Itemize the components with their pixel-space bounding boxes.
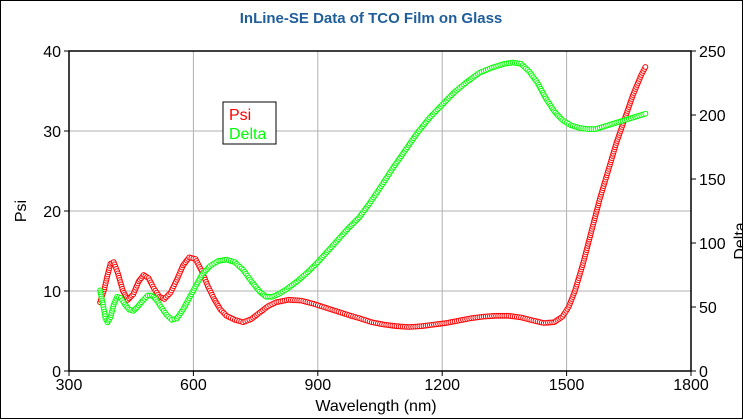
x-axis-ticks: 300 600 900 1200 1500 1800 (56, 371, 709, 394)
right-y-tick-label: 50 (699, 300, 717, 317)
series-psi (97, 64, 649, 330)
legend: Psi Delta (222, 101, 277, 145)
x-tick-label: 1500 (549, 377, 585, 394)
left-y-tick-label: 0 (52, 364, 61, 381)
x-tick-label: 1800 (673, 377, 709, 394)
x-tick-label: 1200 (424, 377, 460, 394)
right-y-tick-label: 150 (699, 172, 726, 189)
chart-title: InLine-SE Data of TCO Film on Glass (240, 10, 503, 27)
left-y-axis-ticks: 0 10 20 30 40 (43, 44, 69, 381)
x-tick-label: 900 (304, 377, 331, 394)
data-point (642, 110, 649, 117)
left-y-tick-label: 10 (43, 284, 61, 301)
left-y-tick-label: 40 (43, 44, 61, 61)
left-y-tick-label: 20 (43, 204, 61, 221)
x-axis-label: Wavelength (nm) (315, 398, 436, 415)
right-y-axis-label: Delta (732, 222, 742, 259)
right-y-tick-label: 250 (699, 44, 726, 61)
right-y-axis-ticks: 0 50 100 150 200 250 (691, 44, 726, 381)
data-point (642, 64, 649, 70)
series-layer (97, 59, 649, 330)
right-y-tick-label: 200 (699, 108, 726, 125)
right-y-tick-label: 0 (699, 364, 708, 381)
legend-box (222, 101, 277, 145)
x-tick-label: 600 (180, 377, 207, 394)
legend-entry-delta: Delta (229, 126, 266, 143)
left-y-axis-label: Psi (13, 200, 30, 222)
left-y-tick-label: 30 (43, 124, 61, 141)
right-y-tick-label: 100 (699, 236, 726, 253)
x-tick-label: 300 (56, 377, 83, 394)
legend-entry-psi: Psi (229, 107, 251, 124)
series-delta (97, 59, 649, 326)
